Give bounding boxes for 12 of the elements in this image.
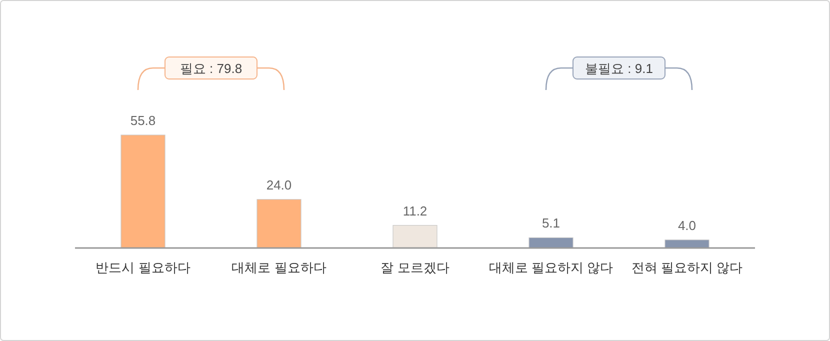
data-label: 11.2	[402, 203, 428, 218]
text: 불필요 : 9.1	[585, 61, 653, 76]
x-tick-label: 잘 모르겠다	[380, 260, 450, 275]
x-tick-label: 전혀 필요하지 않다	[631, 260, 743, 275]
x-tick-label: 반드시 필요하다	[96, 260, 190, 275]
data-label: 5.1	[542, 216, 560, 231]
x-tick-label: 대체로 필요하지 않다	[488, 260, 614, 275]
text: 필요 : 79.8	[180, 61, 242, 76]
data-label: 4.0	[678, 218, 696, 233]
x-tick-label: 대체로 필요하다	[232, 260, 326, 275]
data-label: 55.8	[130, 113, 156, 128]
data-label: 24.0	[266, 177, 292, 192]
